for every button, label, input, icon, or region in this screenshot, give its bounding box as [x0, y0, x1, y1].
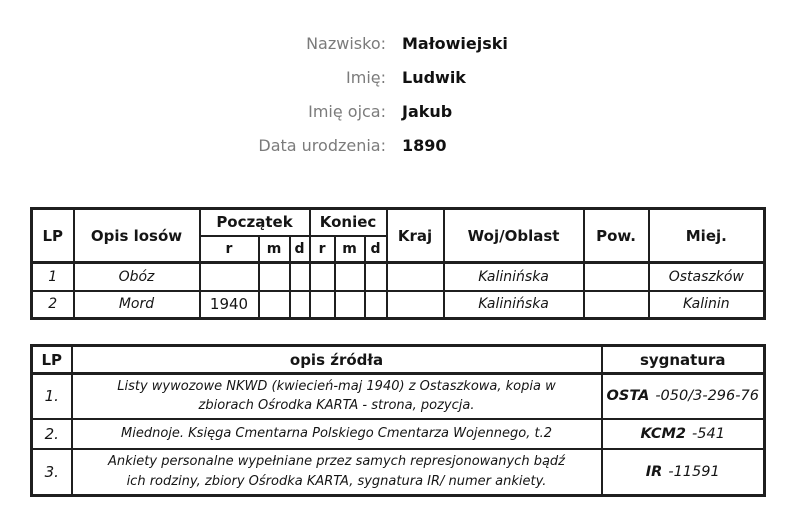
- source-table-row: 2. Miednoje. Księga Cmentarna Polskiego …: [30, 417, 766, 450]
- fate-header-pow: Pow.: [582, 207, 650, 264]
- fate-cell-poczatek-r: [198, 261, 260, 292]
- person-field-data-urodzenia: Data urodzenia: 1890: [0, 128, 790, 162]
- person-details: Nazwisko: Małowiejski Imię: Ludwik Imię …: [0, 26, 790, 162]
- source-cell-opis: Listy wywozowe NKWD (kwiecień-maj 1940) …: [70, 372, 603, 420]
- fate-cell-woj-oblast: Kalinińska: [442, 289, 585, 320]
- sygnatura-code: IR: [645, 463, 663, 480]
- fate-header-miej: Miej.: [647, 207, 766, 264]
- source-cell-opis: Ankiety personalne wypełniane przez samy…: [70, 447, 603, 497]
- fate-header-koniec: Koniec: [308, 207, 388, 237]
- fate-cell-miej: Ostaszków: [647, 261, 766, 292]
- fate-cell-opis: Obóz: [72, 261, 201, 292]
- person-field-label: Imię:: [346, 67, 386, 87]
- person-field-label: Nazwisko:: [306, 33, 386, 53]
- sygnatura-code: KCM2: [640, 425, 687, 442]
- fate-cell-poczatek-d: [288, 289, 311, 320]
- sygnatura-number: -541: [692, 425, 725, 442]
- sygnatura-number: -11591: [668, 463, 720, 480]
- person-field-label: Data urodzenia:: [258, 135, 386, 155]
- person-field-nazwisko: Nazwisko: Małowiejski: [0, 26, 790, 60]
- source-cell-opis: Miednoje. Księga Cmentarna Polskiego Cme…: [70, 417, 603, 450]
- source-header-opis-zrodla: opis źródła: [70, 344, 603, 375]
- source-header-lp: LP: [30, 344, 73, 375]
- fate-header-lp: LP: [30, 207, 75, 264]
- fate-header-woj-oblast: Woj/Oblast: [442, 207, 585, 264]
- fate-cell-kraj: [385, 289, 445, 320]
- source-cell-lp: 3.: [30, 447, 73, 497]
- fate-subheader-koniec-d: d: [363, 234, 388, 264]
- fate-subheader-poczatek-r: r: [198, 234, 260, 264]
- fate-subheader-koniec-m: m: [333, 234, 366, 264]
- fate-header-poczatek: Początek: [198, 207, 311, 237]
- fate-cell-koniec-d: [363, 261, 388, 292]
- fate-cell-koniec-r: [308, 289, 336, 320]
- fate-cell-poczatek-d: [288, 261, 311, 292]
- fate-cell-opis: Mord: [72, 289, 201, 320]
- fate-cell-koniec-d: [363, 289, 388, 320]
- source-table-row: 1. Listy wywozowe NKWD (kwiecień-maj 194…: [30, 372, 766, 420]
- source-cell-lp: 2.: [30, 417, 73, 450]
- fate-table-row: 2 Mord 1940 Kalinińska Kalinin: [30, 289, 766, 320]
- fate-cell-woj-oblast: Kalinińska: [442, 261, 585, 292]
- fate-cell-kraj: [385, 261, 445, 292]
- person-field-value: Ludwik: [402, 67, 466, 87]
- source-header-sygnatura: sygnatura: [600, 344, 766, 375]
- fate-cell-koniec-r: [308, 261, 336, 292]
- fate-cell-poczatek-m: [257, 261, 291, 292]
- person-field-value: Małowiejski: [402, 33, 508, 53]
- source-table: LP opis źródła sygnatura 1. Listy wywozo…: [30, 344, 766, 497]
- fate-cell-pow: [582, 261, 650, 292]
- fate-cell-lp: 2: [30, 289, 75, 320]
- fate-table-row: 1 Obóz Kalinińska Ostaszków: [30, 261, 766, 292]
- fate-cell-lp: 1: [30, 261, 75, 292]
- source-cell-lp: 1.: [30, 372, 73, 420]
- source-opis-text: Miednoje. Księga Cmentarna Polskiego Cme…: [121, 425, 552, 441]
- sygnatura-code: OSTA: [606, 388, 650, 405]
- fate-subheader-poczatek-d: d: [288, 234, 311, 264]
- person-field-value: Jakub: [402, 101, 453, 121]
- fate-header-kraj: Kraj: [385, 207, 445, 264]
- fate-subheader-koniec-r: r: [308, 234, 336, 264]
- sygnatura-number: -050/3-296-76: [655, 388, 759, 405]
- source-opis-text: Listy wywozowe NKWD (kwiecień-maj 1940) …: [117, 378, 556, 414]
- source-opis-text: Ankiety personalne wypełniane przez samy…: [108, 454, 565, 489]
- source-cell-sygnatura: IR -11591: [600, 447, 766, 497]
- fate-cell-koniec-m: [333, 289, 366, 320]
- fate-cell-koniec-m: [333, 261, 366, 292]
- fate-table: LP Opis losów Początek Koniec Kraj Woj/O…: [30, 207, 767, 320]
- person-field-imie: Imię: Ludwik: [0, 60, 790, 94]
- source-table-row: 3. Ankiety personalne wypełniane przez s…: [30, 447, 766, 497]
- person-field-value: 1890: [402, 135, 447, 155]
- source-cell-sygnatura: OSTA -050/3-296-76: [600, 372, 766, 420]
- fate-subheader-poczatek-m: m: [257, 234, 291, 264]
- person-field-label: Imię ojca:: [308, 101, 386, 121]
- fate-cell-miej: Kalinin: [647, 289, 766, 320]
- fate-cell-poczatek-r: 1940: [198, 289, 260, 320]
- source-cell-sygnatura: KCM2 -541: [600, 417, 766, 450]
- fate-cell-poczatek-m: [257, 289, 291, 320]
- person-field-imie-ojca: Imię ojca: Jakub: [0, 94, 790, 128]
- fate-header-opis-losow: Opis losów: [72, 207, 201, 264]
- fate-cell-pow: [582, 289, 650, 320]
